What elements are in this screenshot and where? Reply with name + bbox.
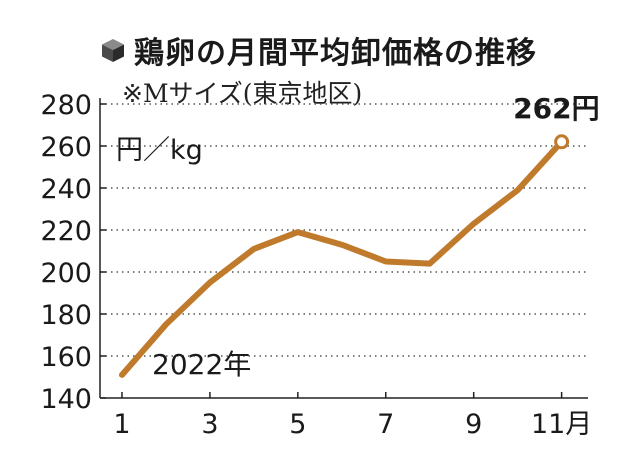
y-tick-label: 140	[40, 384, 92, 415]
title-row: 鶏卵の月間平均卸価格の推移	[100, 28, 537, 72]
y-tick-label: 180	[40, 300, 92, 331]
series-line	[119, 138, 565, 378]
end-value-label: 262円	[513, 92, 599, 125]
y-tick-label: 240	[40, 174, 92, 205]
y-tick-label: 280	[40, 90, 92, 121]
x-tick-label: 7	[377, 409, 394, 440]
x-tick-label: 9	[465, 409, 482, 440]
x-tick-label: 1	[113, 409, 130, 440]
y-tick-label: 160	[40, 342, 92, 373]
y-tick-label: 260	[40, 132, 92, 163]
chart-title: 鶏卵の月間平均卸価格の推移	[134, 36, 537, 71]
y-tick-label: 200	[40, 258, 92, 289]
y-tick-label: 220	[40, 216, 92, 247]
year-label: 2022年	[152, 348, 251, 381]
chart-subtitle: ※Mサイズ(東京地区)	[122, 79, 363, 108]
y-axis-label: 円／kg	[116, 135, 203, 166]
x-tick-label: 5	[289, 409, 306, 440]
cube-icon	[102, 39, 124, 62]
x-tick-label: 11月	[531, 409, 592, 440]
end-point-marker	[554, 134, 570, 150]
x-tick-label: 3	[201, 409, 218, 440]
